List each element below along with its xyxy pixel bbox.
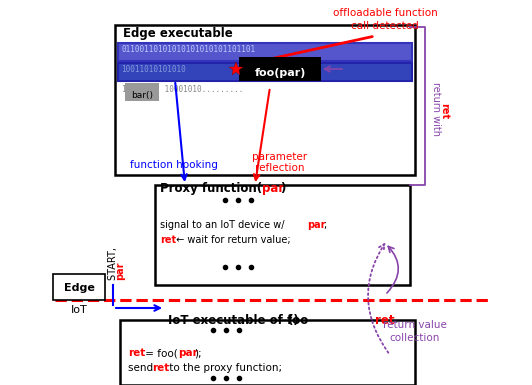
FancyBboxPatch shape — [125, 83, 159, 101]
FancyBboxPatch shape — [120, 320, 415, 385]
Text: parameter: parameter — [253, 152, 307, 162]
Text: ret: ret — [375, 314, 395, 327]
FancyBboxPatch shape — [239, 57, 321, 81]
Text: START,: START, — [108, 244, 118, 280]
Text: 10001010.........: 10001010......... — [160, 85, 243, 94]
Text: ret: ret — [128, 348, 145, 358]
Text: collection: collection — [390, 333, 440, 343]
Text: (): () — [288, 314, 299, 327]
Text: = foo(: = foo( — [142, 348, 178, 358]
FancyBboxPatch shape — [118, 43, 412, 61]
Text: call detected: call detected — [351, 21, 419, 31]
Text: foo(par): foo(par) — [254, 68, 306, 78]
Text: return with: return with — [431, 82, 441, 140]
Text: function hooking: function hooking — [130, 160, 218, 170]
Text: send: send — [128, 363, 156, 373]
Text: 01100110101010101010101101101: 01100110101010101010101101101 — [121, 45, 255, 54]
Text: par: par — [115, 261, 125, 280]
Text: 1: 1 — [121, 85, 126, 94]
Text: to the proxy function;: to the proxy function; — [166, 363, 282, 373]
Text: return value: return value — [383, 320, 447, 330]
Text: Edge: Edge — [63, 283, 95, 293]
Text: par: par — [262, 182, 284, 195]
Text: ret: ret — [439, 103, 449, 119]
Text: 10011010101010: 10011010101010 — [121, 65, 186, 74]
Text: ;: ; — [323, 220, 326, 230]
Text: Edge executable: Edge executable — [123, 27, 233, 40]
Text: bar(): bar() — [131, 91, 153, 100]
Text: reflection: reflection — [255, 163, 305, 173]
Text: ← wait for return value;: ← wait for return value; — [173, 235, 290, 245]
Text: Proxy function(: Proxy function( — [160, 182, 262, 195]
Text: );: ); — [194, 348, 202, 358]
Text: ret: ret — [152, 363, 169, 373]
Text: IoT executable of foo: IoT executable of foo — [168, 314, 308, 327]
Text: ret: ret — [160, 235, 176, 245]
Text: signal to an IoT device w/: signal to an IoT device w/ — [160, 220, 288, 230]
Text: ): ) — [280, 182, 285, 195]
FancyBboxPatch shape — [115, 25, 415, 175]
FancyBboxPatch shape — [53, 274, 105, 300]
Text: IoT: IoT — [71, 305, 87, 315]
Text: par: par — [307, 220, 326, 230]
FancyBboxPatch shape — [118, 63, 412, 81]
FancyBboxPatch shape — [155, 185, 410, 285]
Text: par: par — [178, 348, 198, 358]
Text: offloadable function: offloadable function — [332, 8, 437, 18]
